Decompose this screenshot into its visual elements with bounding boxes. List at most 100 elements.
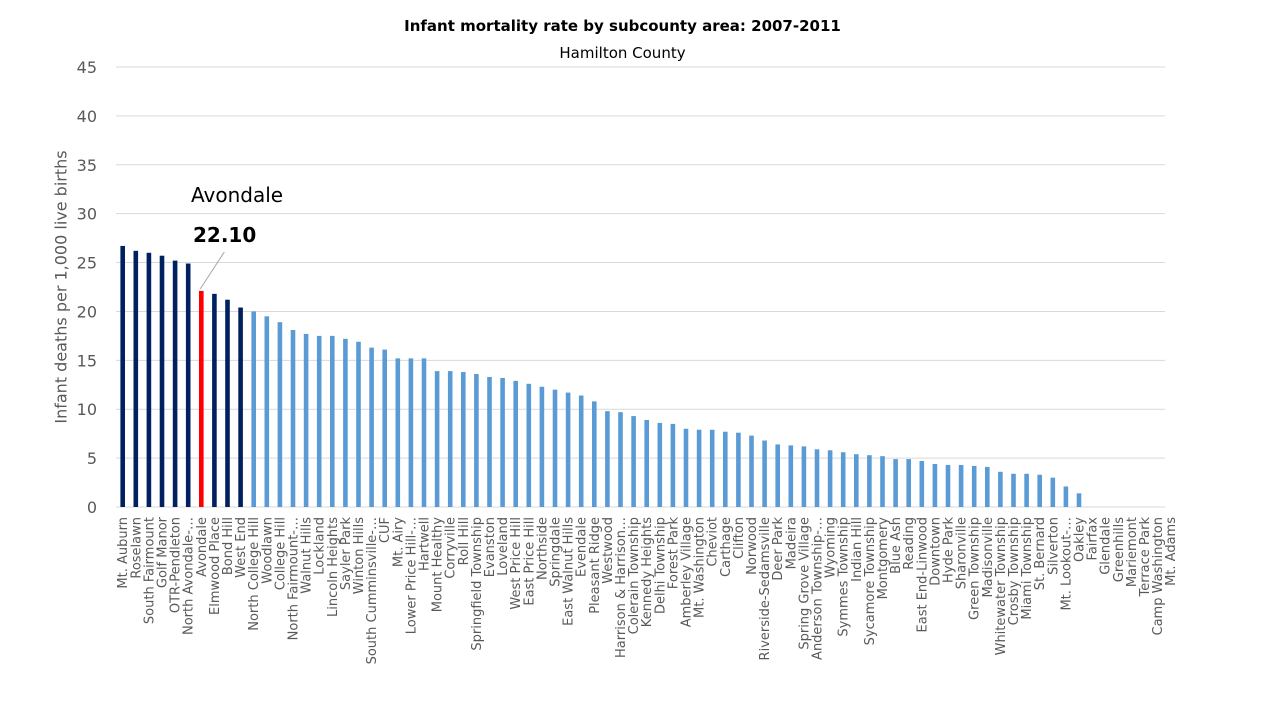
x-tick-label-cuf: CUF xyxy=(378,517,393,543)
chart-subtitle: Hamilton County xyxy=(559,44,686,62)
x-tick-label-carthage: Carthage xyxy=(719,517,734,577)
x-tick-label-east-walnut-hills: East Walnut Hills xyxy=(562,517,577,626)
x-tick-label-elmwood-place: Elmwood Place xyxy=(208,517,223,615)
x-tick-label-corryville: Corryville xyxy=(444,517,459,579)
x-tick-label-norwood: Norwood xyxy=(745,517,760,575)
bar-oakley xyxy=(1076,493,1082,507)
x-tick-label-loveland: Loveland xyxy=(496,517,511,576)
bar-harrison-harrison xyxy=(618,412,623,507)
x-tick-label-kennedy-heights: Kennedy Heights xyxy=(640,517,655,627)
x-tick-label-indian-hill: Indian Hill xyxy=(850,517,865,582)
x-tick-label-fairfax: Fairfax xyxy=(1086,517,1101,561)
bar-clifton xyxy=(736,432,741,507)
x-tick-label-pleasant-ridge: Pleasant Ridge xyxy=(588,517,603,614)
bar-south-fairmount xyxy=(146,252,152,507)
x-tick-label-mt-washington: Mt. Washington xyxy=(693,517,708,618)
bar-hartwell xyxy=(421,358,427,507)
x-tick-label-east-end-linwood: East End-Linwood xyxy=(915,517,930,632)
bar-south-cumminsville xyxy=(369,347,374,507)
bar-carthage xyxy=(723,431,728,507)
x-tick-label-college-hill: College Hill xyxy=(273,517,288,590)
bar-woodlawn xyxy=(264,316,270,507)
x-tick-label-west-price-hill: West Price Hill xyxy=(509,517,524,610)
x-tick-label-bond-hill: Bond Hill xyxy=(221,517,236,575)
bar-lockland xyxy=(316,335,322,507)
bar-north-college-hill xyxy=(251,311,256,507)
bar-loveland xyxy=(500,377,505,507)
x-tick-label-east-price-hill: East Price Hill xyxy=(522,517,537,606)
annotation-leader-line xyxy=(199,251,225,290)
x-tick-label-forest-park: Forest Park xyxy=(666,517,681,590)
bar-amberley-village xyxy=(683,428,689,507)
bar-college-hill xyxy=(277,322,283,507)
x-tick-label-miami-township: Miami Township xyxy=(1020,517,1035,620)
bar-riverside-sedamsville xyxy=(762,440,767,507)
x-tick-label-woodlawn: Woodlawn xyxy=(260,517,275,584)
x-tick-label-silverton: Silverton xyxy=(1046,517,1061,575)
y-tick-label-15: 15 xyxy=(77,351,97,370)
bar-mt-lookout xyxy=(1063,486,1069,507)
bar-east-end-linwood xyxy=(919,461,925,507)
x-tick-label-wyoming: Wyoming xyxy=(824,517,839,578)
x-tick-label-sayler-park: Sayler Park xyxy=(339,517,354,591)
x-tick-label-downtown: Downtown xyxy=(928,517,943,586)
y-tick-label-5: 5 xyxy=(87,449,97,468)
y-axis-label: Infant deaths per 1,000 live births xyxy=(51,150,71,424)
bar-mt-airy xyxy=(395,358,401,507)
y-tick-label-20: 20 xyxy=(77,302,97,321)
x-tick-label-crosby-township: Crosby Township xyxy=(1007,517,1022,625)
x-tick-label-colerain-township: Colerain Township xyxy=(627,517,642,634)
bar-north-fairmount xyxy=(290,330,296,507)
x-tick-label-south-fairmount: South Fairmount xyxy=(142,517,157,624)
bar-springfield-township xyxy=(474,374,479,507)
bar-wyoming xyxy=(827,450,833,507)
y-tick-label-35: 35 xyxy=(77,156,97,175)
x-tick-label-camp-washington: Camp Washington xyxy=(1151,517,1166,636)
bar-delhi-township xyxy=(657,422,663,507)
x-tick-label-greenhills: Greenhills xyxy=(1112,517,1127,582)
x-tick-label-golf-manor: Golf Manor xyxy=(156,516,171,588)
bar-crosby-township xyxy=(1011,473,1016,507)
bar-northside xyxy=(539,386,545,507)
x-tick-label-anderson-township: Anderson Township-… xyxy=(811,517,826,660)
bar-colerain-township xyxy=(631,416,636,507)
bar-miami-township xyxy=(1024,473,1029,507)
bar-sharonville xyxy=(958,464,964,507)
x-tick-label-evendale: Evendale xyxy=(575,517,590,577)
x-tick-label-clifton: Clifton xyxy=(732,517,747,559)
x-tick-label-north-avondale: North Avondale-… xyxy=(182,517,197,635)
x-tick-label-sycamore-township: Sycamore Township xyxy=(863,517,878,645)
bar-indian-hill xyxy=(854,454,859,507)
bar-downtown xyxy=(932,463,938,507)
annotation-value: 22.10 xyxy=(193,223,257,247)
bar-sycamore-township xyxy=(867,455,872,507)
x-tick-label-evanston: Evanston xyxy=(483,517,498,577)
y-tick-label-0: 0 xyxy=(87,498,97,517)
x-tick-label-avondale: Avondale xyxy=(195,517,210,577)
bar-silverton xyxy=(1050,477,1056,507)
x-tick-label-blue-ash: Blue Ash xyxy=(889,517,904,574)
bar-madeira xyxy=(788,445,794,507)
x-tick-label-glendale: Glendale xyxy=(1099,517,1114,575)
x-tick-label-west-end: West End xyxy=(234,517,249,578)
bar-reading xyxy=(906,459,911,507)
bar-lower-price-hill xyxy=(408,358,414,507)
bar-st-bernard xyxy=(1037,474,1042,507)
x-tick-label-oakley: Oakley xyxy=(1073,517,1088,562)
bar-lincoln-heights xyxy=(330,335,335,507)
chart-title: Infant mortality rate by subcounty area:… xyxy=(404,17,841,35)
x-tick-label-hartwell: Hartwell xyxy=(418,517,433,571)
x-tick-label-delhi-township: Delhi Township xyxy=(653,517,668,614)
bar-walnut-hills xyxy=(303,333,309,507)
bar-evanston xyxy=(487,376,492,507)
x-tick-label-springfield-township: Springfield Township xyxy=(470,517,485,651)
bar-cuf xyxy=(382,349,387,507)
x-tick-label-springdale: Springdale xyxy=(549,517,564,587)
bar-montgomery xyxy=(880,456,885,507)
bar-roselawn xyxy=(133,250,139,508)
x-tick-label-lockland: Lockland xyxy=(313,517,328,575)
y-axis-ticks: 0 5 10 15 20 25 30 35 40 45 xyxy=(77,58,97,517)
bar-mt-washington xyxy=(696,429,702,507)
